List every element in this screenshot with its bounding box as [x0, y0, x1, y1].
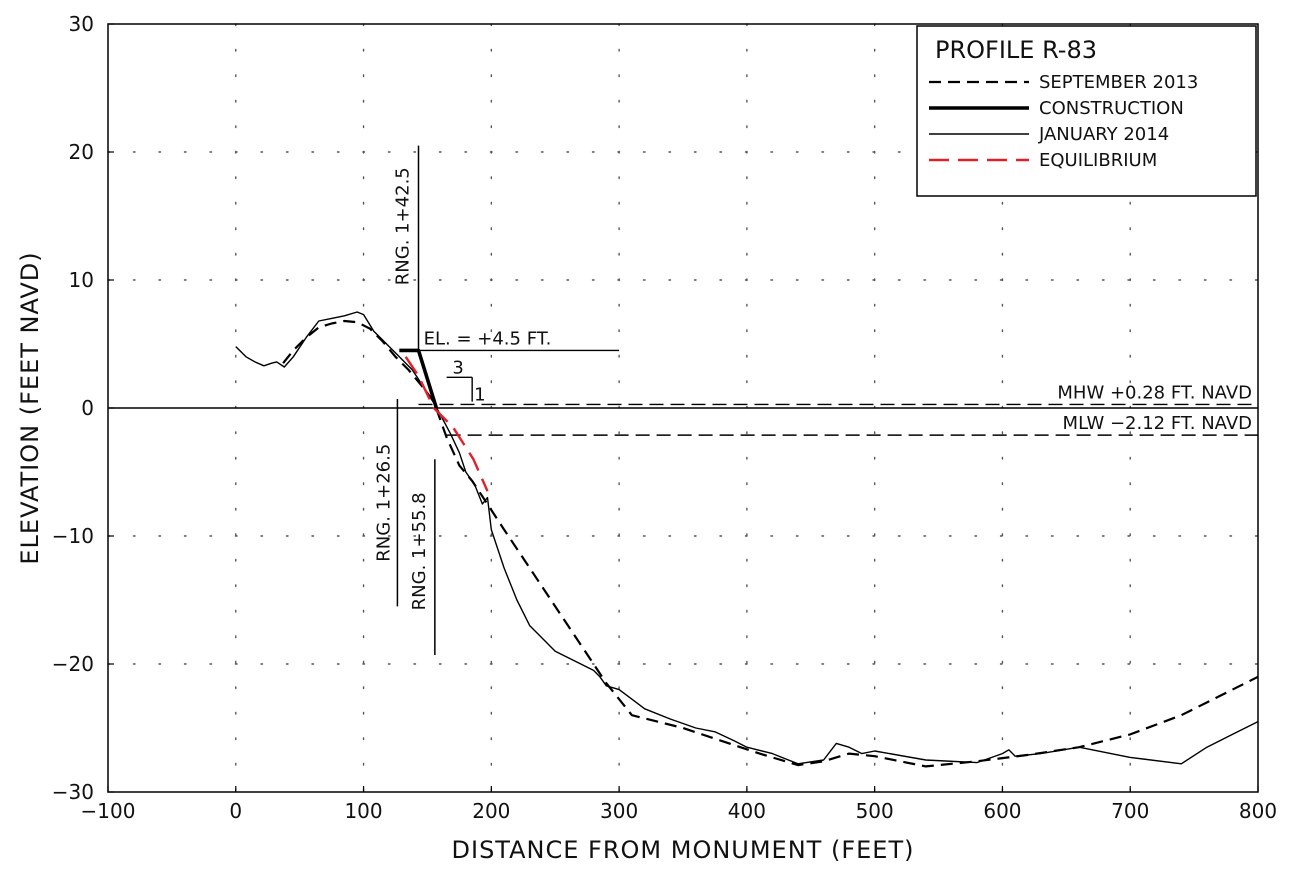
legend-items: SEPTEMBER 2013 CONSTRUCTION JANUARY 2014 EQ…: [929, 72, 1198, 171]
legend-box: [916, 25, 1257, 197]
legend-label: CONSTRUCTION: [1039, 98, 1184, 119]
annotation-layer: RNG. 1+42.5 RNG. 1+26.5 RNG. 1+55.8 EL. = +…: [373, 145, 1252, 656]
x-tick-label: 600: [983, 799, 1021, 823]
x-tick-label: 700: [1111, 799, 1149, 823]
y-tick-label: 0: [81, 396, 94, 420]
series-line-equilibrium: [404, 356, 489, 492]
x-tick-label: 500: [856, 799, 894, 823]
x-tick-label: 800: [1239, 799, 1277, 823]
x-tick-label: 300: [600, 799, 638, 823]
x-tick-label: 100: [344, 799, 382, 823]
x-tick-label: −100: [81, 799, 136, 823]
legend-title: PROFILE R-83: [935, 36, 1097, 64]
rng-142-5-label: RNG. 1+42.5: [393, 167, 414, 285]
legend-label: JANUARY 2014: [1038, 124, 1169, 145]
y-tick-label: 20: [69, 140, 94, 164]
slope-run-label: 3: [452, 357, 463, 378]
tick-layer: −100 0 100 200 300 400 500 600 700 800−30−20−1001…: [52, 12, 1277, 823]
legend: PROFILE R-83 SEPTEMBER 2013 CONSTRUCTION J…: [916, 25, 1257, 197]
x-axis-title: DISTANCE FROM MONUMENT (FEET): [452, 836, 915, 864]
rng-155-8-label: RNG. 1+55.8: [409, 492, 430, 610]
reference-lines: [108, 403, 1258, 436]
mhw-label: MHW +0.28 FT. NAVD: [1057, 382, 1252, 403]
legend-label: SEPTEMBER 2013: [1039, 72, 1198, 93]
el-label: EL. = +4.5 FT.: [424, 328, 552, 349]
y-tick-label: −30: [52, 780, 94, 804]
x-tick-label: 0: [229, 799, 242, 823]
y-tick-label: −20: [52, 652, 94, 676]
y-axis-title: ELEVATION (FEET NAVD): [16, 251, 44, 564]
rng-126-5-label: RNG. 1+26.5: [373, 444, 394, 562]
x-tick-label: 400: [728, 799, 766, 823]
y-tick-label: −10: [52, 524, 94, 548]
y-tick-label: 10: [69, 268, 94, 292]
legend-label: EQUILIBRIUM: [1039, 150, 1157, 171]
x-tick-label: 200: [472, 799, 510, 823]
series-line-september-2013: [282, 319, 1259, 768]
series-line-january-2014: [235, 311, 1259, 765]
mlw-label: MLW −2.12 FT. NAVD: [1063, 413, 1252, 434]
slope-rise-label: 1: [474, 384, 485, 405]
y-tick-label: 30: [69, 12, 94, 36]
